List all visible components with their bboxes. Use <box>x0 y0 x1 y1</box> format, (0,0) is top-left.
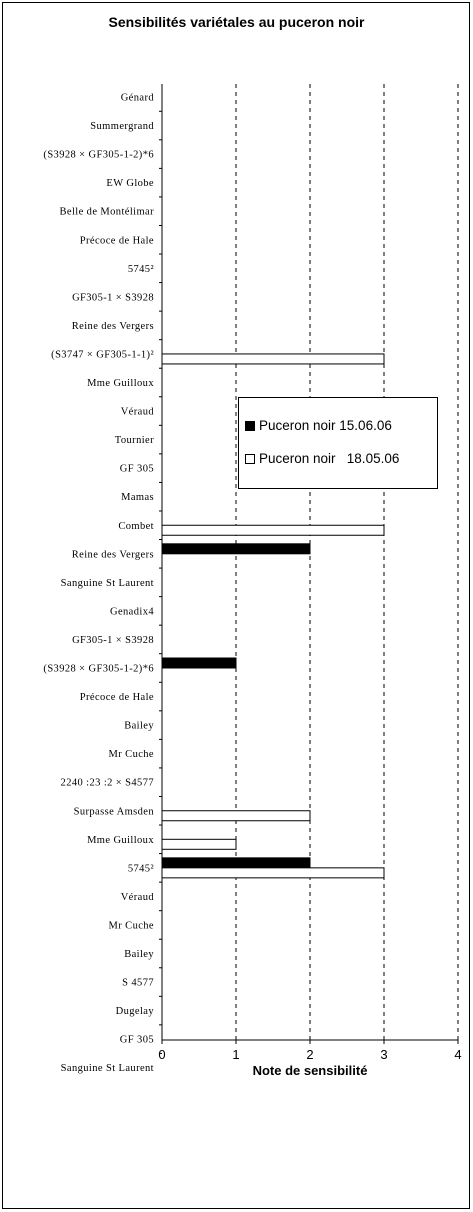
category-label: GF305-1 × S3928 <box>72 635 154 646</box>
category-label: (S3928 × GF305-1-2)*6 <box>43 150 154 161</box>
legend-label-series-1: Puceron noir 15.06.06 <box>259 418 392 433</box>
category-label: Mr Cuche <box>109 920 154 931</box>
legend-label-series-2: Puceron noir 18.05.06 <box>259 451 400 466</box>
bar-series-2 <box>161 524 385 536</box>
category-label: Véraud <box>121 892 155 903</box>
category-label: 5745² <box>128 863 154 874</box>
category-label: Bailey <box>124 949 154 960</box>
category-label: Sanguine St Laurent <box>61 578 154 589</box>
legend-swatch-black <box>245 420 255 431</box>
category-label: 5745² <box>128 264 154 275</box>
legend-item-series-1: Puceron noir 15.06.06 <box>245 418 392 433</box>
category-label: 2240 :23 :2 × S4577 <box>61 778 154 789</box>
category-label: Mr Cuche <box>109 749 154 760</box>
bar-series-1 <box>161 857 311 869</box>
category-label: Bailey <box>124 721 154 732</box>
category-label: Dugelay <box>116 1006 155 1017</box>
category-label: Combet <box>118 521 154 532</box>
category-label: Reine des Vergers <box>72 321 154 332</box>
x-axis-title: Note de sensibilité <box>253 1063 368 1078</box>
category-label: Génard <box>121 93 155 104</box>
category-label: Belle de Montélimar <box>60 207 155 218</box>
category-labels: Génard Summergrand (S3928 × GF305-1-2)*6 EW… <box>43 93 154 1075</box>
bar-series-2 <box>161 810 311 822</box>
category-label: Reine des Vergers <box>72 549 154 560</box>
axes <box>159 84 459 1054</box>
category-label: GF305-1 × S3928 <box>72 292 154 303</box>
category-label: Véraud <box>121 407 155 418</box>
category-label: Mme Guilloux <box>87 835 154 846</box>
chart-title: Sensibilités variétales au puceron noir <box>108 14 365 30</box>
bar-series-2 <box>161 867 385 879</box>
bar-series-1 <box>161 657 237 669</box>
category-label: GF 305 <box>120 464 154 475</box>
legend-swatch-white <box>245 453 255 464</box>
category-label: Tournier <box>115 435 154 446</box>
bar-series-2 <box>161 838 237 850</box>
x-tick-label-2: 2 <box>306 1047 313 1062</box>
category-label: Précoce de Hale <box>80 235 154 246</box>
category-label: (S3747 × GF305-1-1)² <box>51 349 154 360</box>
category-label: Mme Guilloux <box>87 378 154 389</box>
x-tick-label-0: 0 <box>158 1047 165 1062</box>
category-label: Précoce de Hale <box>80 692 154 703</box>
x-tick-label-3: 3 <box>380 1047 387 1062</box>
legend-item-series-2: Puceron noir 18.05.06 <box>245 451 399 466</box>
category-label: S 4577 <box>122 978 154 989</box>
category-label: (S3928 × GF305-1-2)*6 <box>43 664 154 675</box>
bar-series-2 <box>161 353 385 365</box>
bar-series-1 <box>161 543 311 555</box>
x-tick-labels: 0 1 2 3 4 <box>158 1047 461 1062</box>
category-label: Mamas <box>121 492 154 503</box>
category-label: Sanguine St Laurent <box>61 1063 154 1074</box>
x-tick-label-1: 1 <box>232 1047 239 1062</box>
category-label: Genadix4 <box>110 606 154 617</box>
category-label: EW Globe <box>106 178 154 189</box>
category-label: Surpasse Amsden <box>74 806 155 817</box>
category-label: Summergrand <box>90 121 154 132</box>
category-label: GF 305 <box>120 1035 154 1046</box>
bars <box>161 353 385 879</box>
grid-lines <box>235 84 459 1040</box>
legend: Puceron noir 15.06.06 Puceron noir 18.05… <box>238 397 438 489</box>
x-tick-label-4: 4 <box>454 1047 461 1062</box>
